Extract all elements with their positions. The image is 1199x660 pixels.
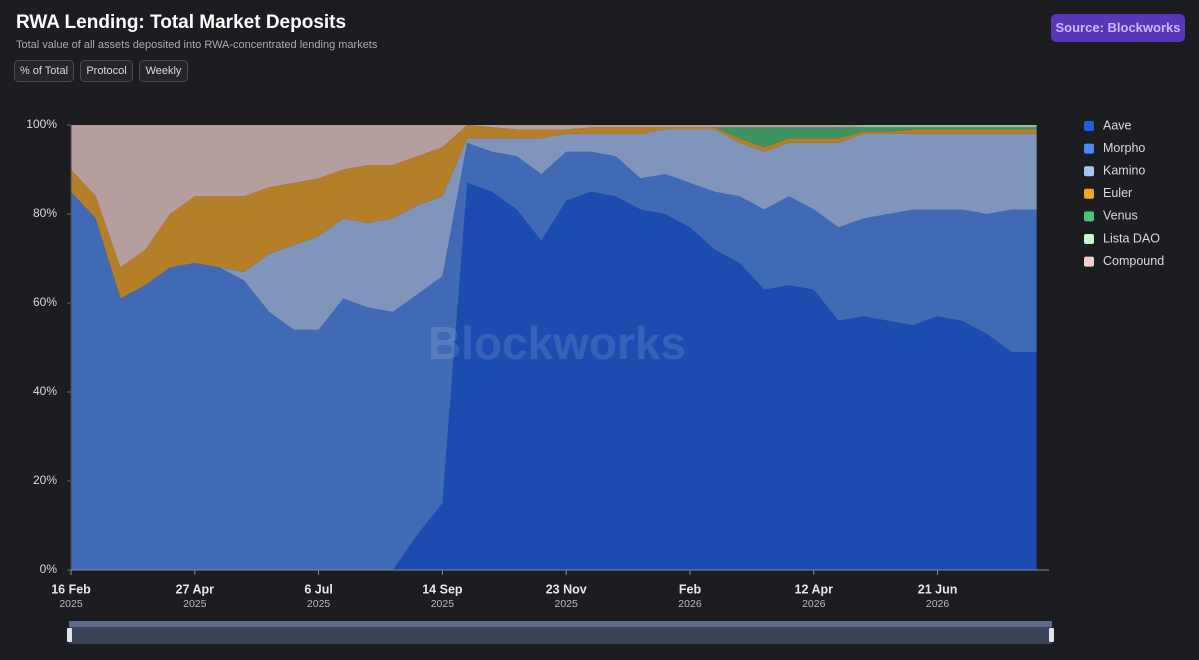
x-tick-year: 2025 [59, 598, 83, 610]
x-tick-label: Feb [679, 582, 702, 596]
control-label[interactable]: % of Total [20, 65, 68, 77]
controls: % of Total Protocol Weekly [14, 60, 188, 82]
control-button[interactable] [80, 60, 133, 82]
navigator-handle[interactable] [67, 628, 72, 642]
x-tick-label: 16 Feb [51, 582, 91, 596]
plot-area: 0% 20% 40% 60% 80% 100% 16 Feb 2025 27 Apr 2025 6 … [26, 117, 1049, 610]
x-tick-year: 2025 [183, 598, 207, 610]
area [71, 125, 1037, 268]
y-tick-label: 100% [26, 117, 57, 131]
source-label[interactable]: Source: Blockworks [1056, 20, 1181, 35]
chart-subtitle: Total value of all assets deposited into… [16, 39, 378, 51]
control-button[interactable] [139, 60, 188, 82]
legend-swatch [1084, 121, 1094, 131]
x-tick-label: 27 Apr [176, 582, 215, 596]
watermark: Blockworks [428, 317, 686, 369]
control-label[interactable]: Protocol [86, 65, 126, 77]
x-tick-label: 21 Jun [918, 582, 958, 596]
legend-swatch [1084, 211, 1094, 222]
control-label[interactable]: Weekly [146, 65, 182, 77]
legend-label: Morpho [1103, 141, 1145, 155]
area [71, 142, 1037, 571]
legend-swatch [1084, 166, 1094, 177]
chart-title: RWA Lending: Total Market Deposits [16, 12, 346, 33]
x-tick-year: 2026 [926, 598, 950, 610]
legend-label: Aave [1103, 118, 1132, 132]
x-tick-year: 2026 [678, 598, 702, 610]
legend-label: Venus [1103, 209, 1138, 223]
x-tick-year: 2025 [431, 598, 455, 610]
legend-swatch [1084, 143, 1094, 154]
y-tick-label: 0% [40, 562, 58, 576]
legend-swatch [1084, 188, 1094, 199]
x-tick-label: 12 Apr [795, 582, 834, 596]
legend-swatch [1084, 234, 1094, 244]
y-tick-label: 80% [33, 206, 57, 220]
source-badge[interactable] [1051, 14, 1185, 42]
legend-swatch [1084, 256, 1094, 267]
x-tick-year: 2025 [555, 598, 579, 610]
y-tick-label: 20% [33, 473, 57, 487]
navigator-handle-bar[interactable] [69, 621, 1052, 627]
navigator-handle[interactable] [1049, 628, 1054, 642]
x-tick-label: 23 Nov [546, 582, 587, 596]
control-button[interactable] [14, 60, 74, 82]
legend-label: Lista DAO [1103, 231, 1160, 245]
x-tick-label: 14 Sep [422, 582, 463, 596]
x-tick-label: 6 Jul [304, 582, 333, 596]
area [71, 125, 1037, 299]
legend-label: Compound [1103, 254, 1164, 268]
area [71, 182, 1037, 570]
x-tick-year: 2026 [802, 598, 826, 610]
area [71, 129, 1037, 330]
x-tick-year: 2025 [307, 598, 331, 610]
navigator [67, 621, 1054, 644]
y-tick-label: 40% [33, 384, 57, 398]
y-tick-label: 60% [33, 295, 57, 309]
legend-label: Euler [1103, 186, 1132, 200]
legend-label: Kamino [1103, 163, 1145, 177]
